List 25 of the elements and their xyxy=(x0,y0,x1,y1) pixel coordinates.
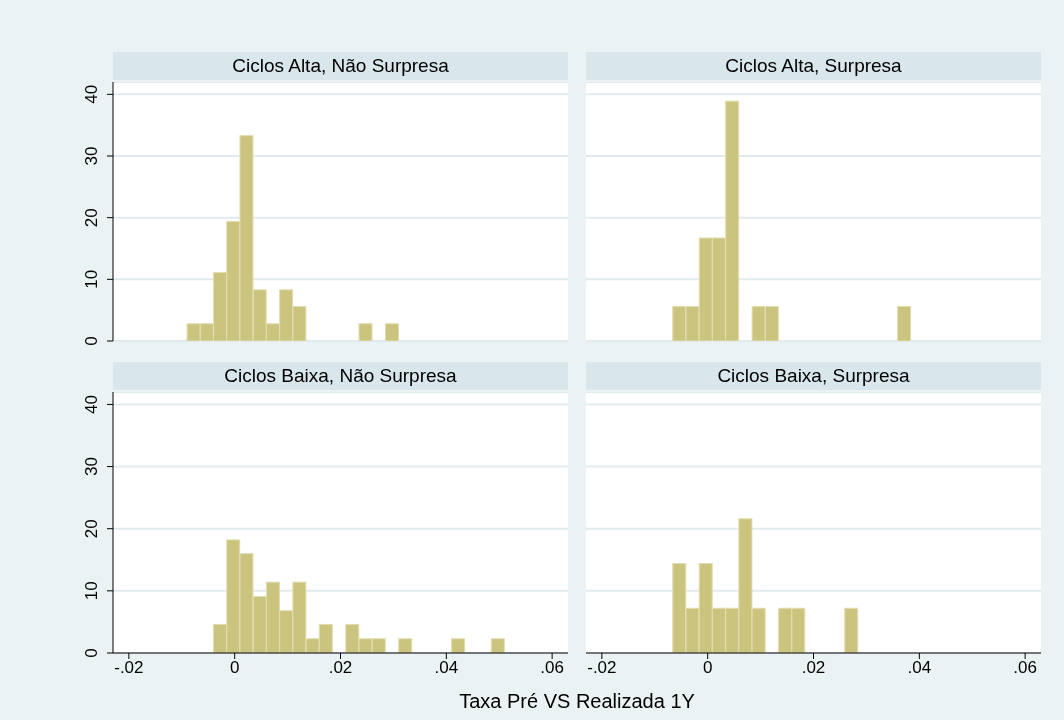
y-tick-label: 40 xyxy=(82,84,101,104)
x-tick-label: 0 xyxy=(702,658,713,678)
x-tick-label: .04 xyxy=(907,658,932,678)
chart-title: Ciclos Baixa, Não Surpresa xyxy=(113,362,568,390)
chart-title: Ciclos Baixa, Surpresa xyxy=(586,362,1041,390)
x-tick-label: .06 xyxy=(540,658,564,678)
y-tick-label: 10 xyxy=(82,581,101,601)
y-tick-label: 20 xyxy=(82,208,101,228)
x-tick-label: .06 xyxy=(1013,658,1037,678)
chart-title: Ciclos Alta, Surpresa xyxy=(586,52,1041,80)
y-tick-label: 10 xyxy=(82,269,101,289)
x-tick-label: .02 xyxy=(801,658,826,678)
chart-title: Ciclos Alta, Não Surpresa xyxy=(113,52,568,80)
y-tick-label: 40 xyxy=(82,394,101,414)
x-tick-label: -.02 xyxy=(114,658,144,678)
x-tick-label: 0 xyxy=(229,658,240,678)
x-tick-label: .02 xyxy=(328,658,353,678)
y-tick-label: 0 xyxy=(82,648,101,658)
y-tick-label: 30 xyxy=(82,457,101,477)
x-tick-label: -.02 xyxy=(587,658,617,678)
y-tick-label: 0 xyxy=(82,336,101,346)
x-tick-label: .04 xyxy=(434,658,459,678)
y-tick-label: 30 xyxy=(82,146,101,166)
y-tick-label: 20 xyxy=(82,519,101,539)
x-axis-title: Taxa Pré VS Realizada 1Y xyxy=(458,690,696,713)
